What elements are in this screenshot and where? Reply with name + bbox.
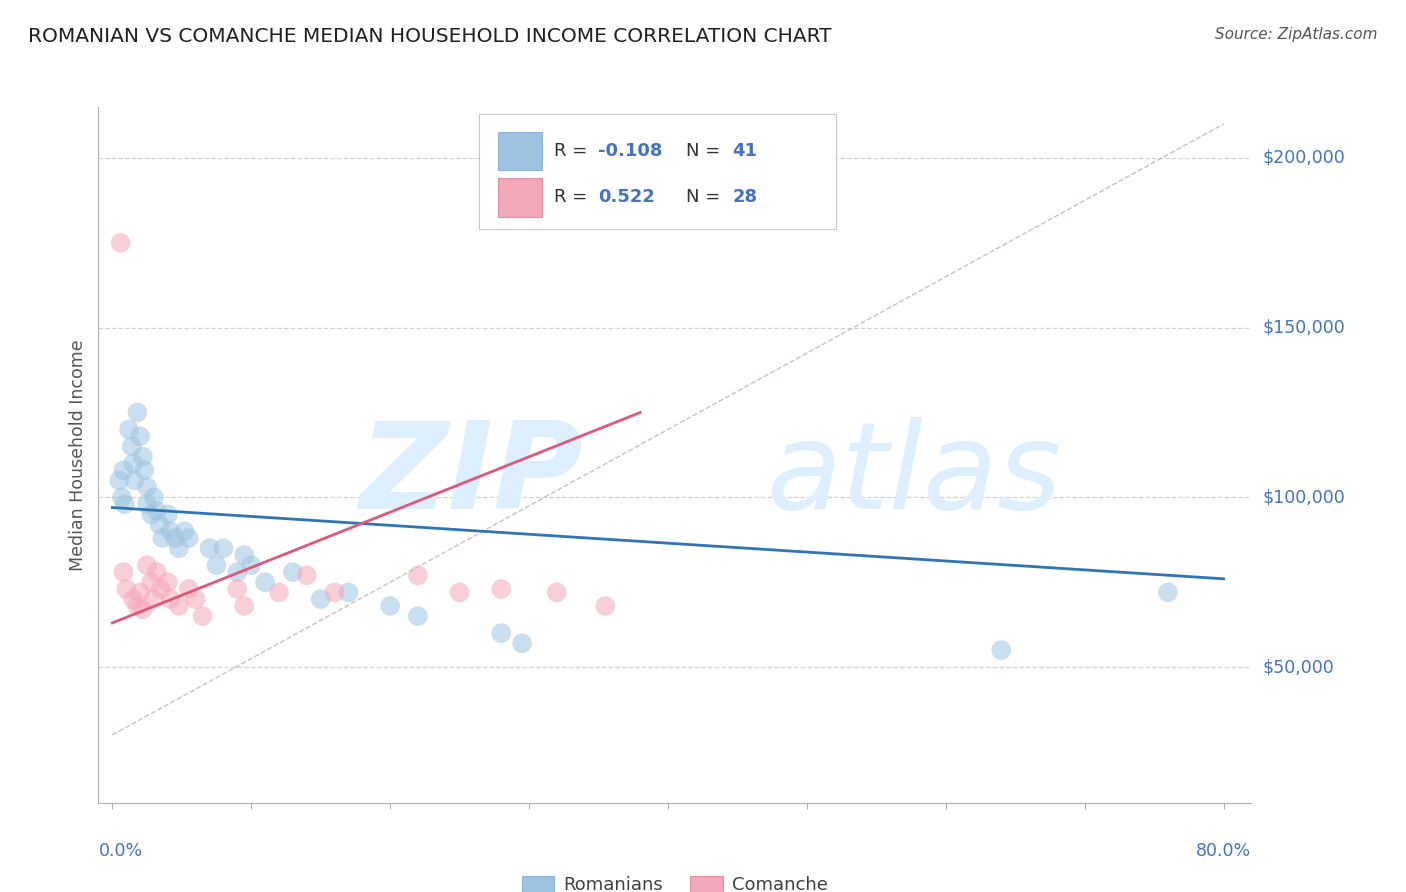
Point <box>121 439 143 453</box>
Point <box>546 585 568 599</box>
Point <box>177 582 200 596</box>
Point <box>406 568 429 582</box>
Point <box>198 541 221 556</box>
Point <box>141 575 163 590</box>
Text: $50,000: $50,000 <box>1263 658 1334 676</box>
FancyBboxPatch shape <box>499 178 543 217</box>
Point <box>156 508 179 522</box>
Point <box>177 531 200 545</box>
Point <box>595 599 617 613</box>
Point <box>173 524 195 539</box>
Point <box>167 541 190 556</box>
Text: 0.0%: 0.0% <box>98 842 142 860</box>
Point <box>267 585 290 599</box>
Point <box>240 558 263 573</box>
Point <box>118 422 141 436</box>
Point <box>491 626 513 640</box>
Point <box>226 565 249 579</box>
Point <box>159 524 181 539</box>
FancyBboxPatch shape <box>499 132 543 170</box>
Text: N =: N = <box>686 188 727 206</box>
Point <box>114 497 136 511</box>
Text: R =: R = <box>554 142 593 160</box>
Point <box>163 531 186 545</box>
Text: -0.108: -0.108 <box>598 142 662 160</box>
Point <box>136 558 159 573</box>
Point <box>143 592 166 607</box>
Point <box>510 636 533 650</box>
Point <box>254 575 277 590</box>
Point <box>134 463 156 477</box>
Point <box>205 558 228 573</box>
Point <box>124 474 146 488</box>
Point <box>150 531 173 545</box>
Point <box>136 497 159 511</box>
Point <box>129 429 152 443</box>
Point <box>281 565 304 579</box>
Point <box>127 405 149 419</box>
Point <box>108 474 131 488</box>
Point <box>1157 585 1180 599</box>
Y-axis label: Median Household Income: Median Household Income <box>69 339 87 571</box>
Text: $200,000: $200,000 <box>1263 149 1346 167</box>
Point <box>323 585 346 599</box>
Point <box>990 643 1012 657</box>
Point <box>233 548 256 562</box>
Point <box>145 565 167 579</box>
Point <box>226 582 249 596</box>
Text: 41: 41 <box>733 142 758 160</box>
Point <box>112 463 135 477</box>
Text: Source: ZipAtlas.com: Source: ZipAtlas.com <box>1215 27 1378 42</box>
Text: $100,000: $100,000 <box>1263 488 1346 507</box>
Text: $150,000: $150,000 <box>1263 318 1346 336</box>
Point <box>184 592 207 607</box>
Text: N =: N = <box>686 142 727 160</box>
Point <box>110 235 132 250</box>
Point <box>132 450 155 464</box>
Point <box>149 582 172 596</box>
Point <box>406 609 429 624</box>
Point <box>449 585 471 599</box>
Text: R =: R = <box>554 188 593 206</box>
Point <box>233 599 256 613</box>
Legend: Romanians, Comanche: Romanians, Comanche <box>515 869 835 892</box>
Text: atlas: atlas <box>768 417 1063 534</box>
Point <box>111 491 134 505</box>
Point <box>156 575 179 590</box>
Point <box>127 599 149 613</box>
Point <box>115 582 138 596</box>
Text: 28: 28 <box>733 188 758 206</box>
Point <box>191 609 214 624</box>
Text: 80.0%: 80.0% <box>1197 842 1251 860</box>
Point <box>122 592 145 607</box>
Point <box>129 585 152 599</box>
Point <box>309 592 332 607</box>
Text: ROMANIAN VS COMANCHE MEDIAN HOUSEHOLD INCOME CORRELATION CHART: ROMANIAN VS COMANCHE MEDIAN HOUSEHOLD IN… <box>28 27 831 45</box>
Point <box>122 457 145 471</box>
Point <box>141 508 163 522</box>
Text: 0.522: 0.522 <box>598 188 655 206</box>
Point <box>167 599 190 613</box>
Point <box>337 585 360 599</box>
Point <box>143 491 166 505</box>
Point <box>112 565 135 579</box>
Point <box>212 541 235 556</box>
Text: ZIP: ZIP <box>359 417 582 534</box>
Point <box>145 504 167 518</box>
Point <box>148 517 170 532</box>
Point <box>132 602 155 616</box>
Point <box>136 480 159 494</box>
Point <box>378 599 401 613</box>
Point <box>159 592 181 607</box>
Point <box>491 582 513 596</box>
FancyBboxPatch shape <box>479 114 837 229</box>
Point <box>295 568 318 582</box>
